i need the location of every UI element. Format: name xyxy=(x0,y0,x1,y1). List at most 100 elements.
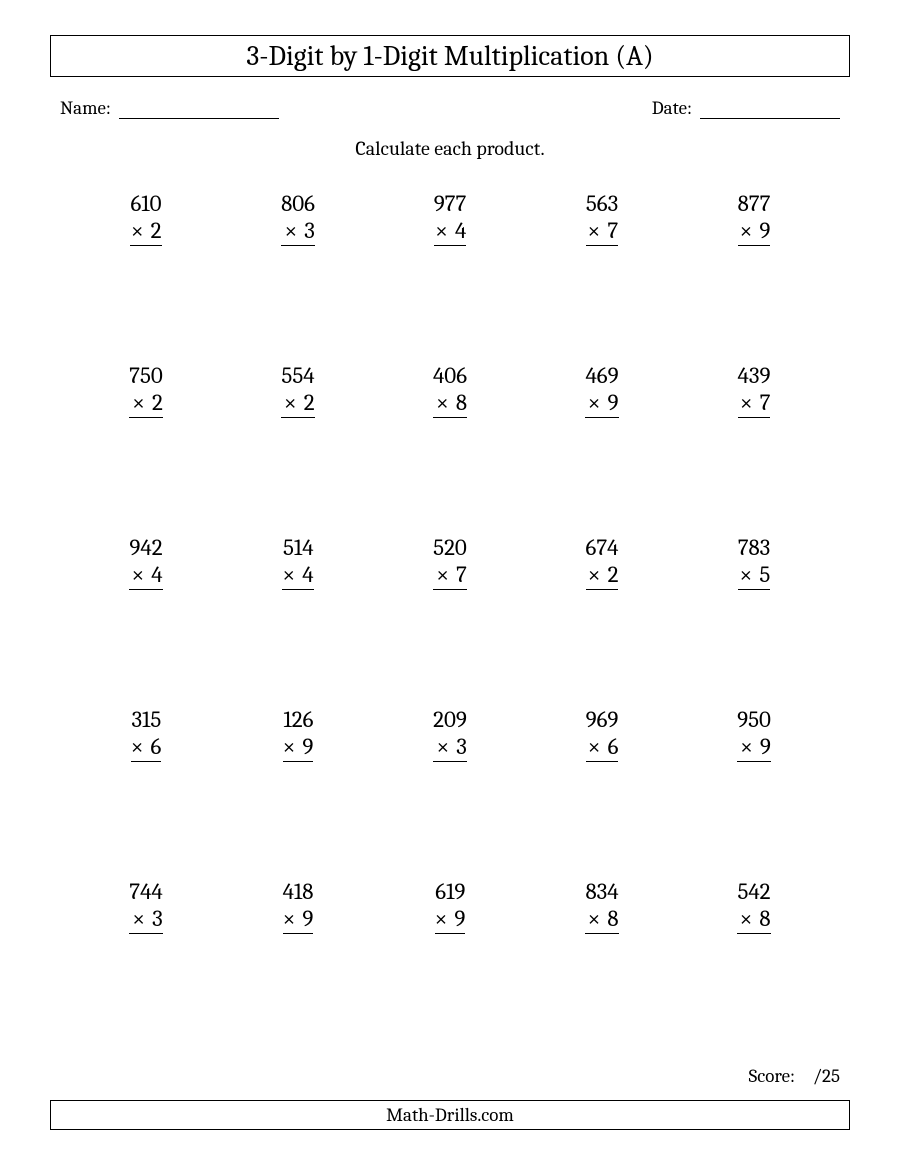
problem-cell: 126× 9 xyxy=(222,706,374,878)
times-symbol: × xyxy=(740,905,753,932)
problem-cell: 514× 4 xyxy=(222,534,374,706)
multiplier: 9 xyxy=(297,905,313,932)
multiplier: 4 xyxy=(146,561,162,588)
multiplier: 7 xyxy=(451,561,467,588)
multiplicand: 783 xyxy=(738,534,771,561)
problem-inner: 439× 7 xyxy=(738,362,771,418)
problem-inner: 469× 9 xyxy=(585,362,618,418)
times-symbol: × xyxy=(740,561,753,588)
times-symbol: × xyxy=(131,561,144,588)
times-symbol: × xyxy=(436,561,449,588)
score-total: /25 xyxy=(805,1065,840,1087)
multiplicand: 209 xyxy=(433,706,467,733)
problem-inner: 542× 8 xyxy=(737,878,770,934)
multiplier-row: × 4 xyxy=(129,561,162,590)
multiplicand: 969 xyxy=(586,706,619,733)
multiplicand: 469 xyxy=(585,362,618,389)
problem-cell: 783× 5 xyxy=(678,534,830,706)
multiplier: 9 xyxy=(449,905,465,932)
multiplier-row: × 9 xyxy=(585,389,618,418)
name-blank[interactable] xyxy=(119,118,279,119)
problem-inner: 806× 3 xyxy=(281,190,315,246)
multiplier: 5 xyxy=(754,561,770,588)
multiplier-row: × 3 xyxy=(129,905,162,934)
multiplier-row: × 8 xyxy=(737,905,770,934)
problem-cell: 619× 9 xyxy=(374,878,526,1050)
multiplier: 4 xyxy=(450,217,466,244)
problem-cell: 834× 8 xyxy=(526,878,678,1050)
problem-cell: 439× 7 xyxy=(678,362,830,534)
multiplier-row: × 7 xyxy=(738,389,771,418)
multiplier-row: × 5 xyxy=(738,561,771,590)
times-symbol: × xyxy=(284,389,297,416)
problem-inner: 942× 4 xyxy=(129,534,162,590)
problem-cell: 674× 2 xyxy=(526,534,678,706)
multiplicand: 950 xyxy=(737,706,771,733)
problem-cell: 469× 9 xyxy=(526,362,678,534)
problem-cell: 209× 3 xyxy=(374,706,526,878)
times-symbol: × xyxy=(588,389,601,416)
times-symbol: × xyxy=(436,389,449,416)
multiplier: 9 xyxy=(603,389,619,416)
multiplier: 2 xyxy=(603,561,619,588)
problem-cell: 950× 9 xyxy=(678,706,830,878)
multiplicand: 406 xyxy=(433,362,467,389)
times-symbol: × xyxy=(435,905,448,932)
multiplicand: 744 xyxy=(129,878,162,905)
multiplier: 3 xyxy=(451,733,467,760)
problem-cell: 563× 7 xyxy=(526,190,678,362)
multiplicand: 315 xyxy=(131,706,162,733)
multiplicand: 520 xyxy=(433,534,467,561)
problem-inner: 126× 9 xyxy=(283,706,314,762)
multiplicand: 834 xyxy=(585,878,618,905)
multiplier-row: × 2 xyxy=(281,389,314,418)
problem-cell: 610× 2 xyxy=(70,190,222,362)
problem-cell: 750× 2 xyxy=(70,362,222,534)
times-symbol: × xyxy=(588,561,601,588)
instruction-text: Calculate each product. xyxy=(50,137,850,160)
problem-inner: 783× 5 xyxy=(738,534,771,590)
multiplier: 7 xyxy=(602,217,618,244)
problem-cell: 977× 4 xyxy=(374,190,526,362)
problem-cell: 744× 3 xyxy=(70,878,222,1050)
multiplier: 6 xyxy=(145,733,161,760)
multiplicand: 514 xyxy=(282,534,313,561)
date-blank[interactable] xyxy=(700,118,840,119)
multiplicand: 750 xyxy=(129,362,163,389)
worksheet-title: 3-Digit by 1-Digit Multiplication (A) xyxy=(50,35,850,77)
problem-inner: 877× 9 xyxy=(738,190,771,246)
multiplier-row: × 4 xyxy=(434,217,467,246)
multiplier-row: × 9 xyxy=(435,905,466,934)
multiplier-row: × 9 xyxy=(737,733,771,762)
times-symbol: × xyxy=(282,561,295,588)
multiplier: 3 xyxy=(147,905,163,932)
multiplier-row: × 7 xyxy=(586,217,618,246)
multiplier-row: × 6 xyxy=(586,733,619,762)
problem-cell: 418× 9 xyxy=(222,878,374,1050)
problem-cell: 942× 4 xyxy=(70,534,222,706)
problem-inner: 619× 9 xyxy=(435,878,466,934)
multiplicand: 542 xyxy=(737,878,770,905)
multiplier-row: × 9 xyxy=(738,217,771,246)
name-label: Name: xyxy=(60,97,111,119)
multiplier: 8 xyxy=(451,389,467,416)
multiplier-row: × 2 xyxy=(586,561,619,590)
score-label: Score: xyxy=(749,1065,795,1087)
times-symbol: × xyxy=(740,389,753,416)
multiplier-row: × 6 xyxy=(131,733,162,762)
score-row: Score: /25 xyxy=(749,1065,840,1087)
problem-inner: 744× 3 xyxy=(129,878,162,934)
multiplier: 3 xyxy=(299,217,315,244)
times-symbol: × xyxy=(588,733,601,760)
name-field-group: Name: xyxy=(60,97,279,119)
times-symbol: × xyxy=(131,217,144,244)
problem-inner: 610× 2 xyxy=(130,190,161,246)
problem-inner: 950× 9 xyxy=(737,706,771,762)
times-symbol: × xyxy=(435,217,448,244)
problem-cell: 806× 3 xyxy=(222,190,374,362)
problem-inner: 520× 7 xyxy=(433,534,467,590)
problem-inner: 315× 6 xyxy=(131,706,162,762)
multiplier: 4 xyxy=(297,561,313,588)
problems-grid: 610× 2806× 3977× 4563× 7877× 9750× 2554×… xyxy=(50,190,850,1050)
multiplier-row: × 4 xyxy=(282,561,313,590)
